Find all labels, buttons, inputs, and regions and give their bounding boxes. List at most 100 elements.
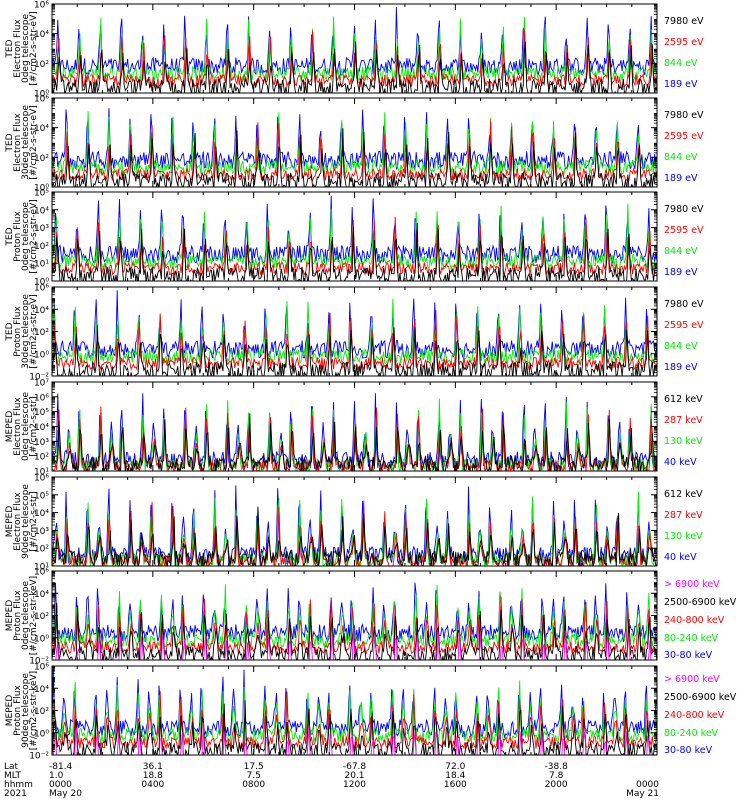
- y-axis-label-line: TED: [5, 322, 15, 341]
- y-axis-label-line: MEPED: [5, 506, 15, 538]
- legend-entry: 2595 eV: [664, 320, 704, 331]
- y-tick-label: 10⁵: [34, 491, 49, 501]
- trace-2595-ev: [52, 120, 657, 182]
- x-tick-label: 17.5: [244, 762, 264, 772]
- y-tick-label: 10⁻²: [29, 752, 49, 762]
- y-tick-label: 10⁰: [34, 729, 49, 739]
- trace-612-kev: [52, 506, 657, 566]
- y-axis-label-line: Electron Flux: [13, 19, 23, 78]
- y-axis-label-line: TED: [5, 227, 15, 246]
- legend-entry: 844 eV: [664, 341, 698, 352]
- y-tick-label: 10⁶: [34, 393, 49, 403]
- legend-entry: 40 keV: [664, 457, 697, 468]
- legend-entry: > 6900 keV: [664, 579, 720, 590]
- y-tick-label: 10³: [34, 527, 49, 537]
- y-tick-label: 10⁵: [34, 408, 49, 418]
- trace-189-ev: [52, 7, 657, 77]
- y-tick-label: 10²: [34, 545, 49, 555]
- y-tick-label: 10²: [34, 707, 49, 717]
- y-tick-label: 10⁶: [34, 663, 49, 673]
- y-tick-label: 10⁶: [34, 284, 49, 294]
- trace-287-kev: [52, 500, 657, 566]
- y-tick-label: 10⁰: [34, 350, 49, 360]
- x-tick-label: May 20: [49, 789, 82, 799]
- legend-entry: 130 keV: [664, 436, 703, 447]
- legend-entry: 240-800 keV: [664, 615, 725, 626]
- y-axis-label-line: 0deg telescope: [21, 581, 31, 651]
- panel-2-traces: [52, 108, 657, 187]
- y-tick-label: 10²: [34, 612, 49, 622]
- trace-844-ev: [52, 16, 657, 83]
- y-axis-label-line: 0deg telescope: [21, 392, 31, 462]
- y-axis-label-line: [#/cm2-s-str-eV]: [29, 294, 39, 369]
- y-tick-label: 10¹: [34, 468, 49, 478]
- y-axis-label-line: Proton Flux: [13, 211, 23, 262]
- legend-entry: 2595 eV: [664, 37, 704, 48]
- y-axis-label-line: [#/cm2-s-str-keV]: [29, 671, 39, 750]
- x-tick-label: 0000: [49, 780, 72, 790]
- panel-6-traces: [52, 485, 657, 566]
- x-tick-label: 1.0: [49, 771, 64, 781]
- x-tick-label: 0000: [636, 780, 659, 790]
- panel-3-traces: [52, 195, 657, 281]
- y-tick-label: 10⁴: [34, 306, 49, 316]
- x-tick-label: 0800: [242, 780, 265, 790]
- trace-189-ev: [52, 108, 657, 171]
- legend-entry: 130 keV: [664, 531, 703, 542]
- y-axis-label-line: MEPED: [5, 600, 15, 632]
- y-axis-label-line: 90deg telescope: [21, 484, 31, 559]
- legend-entry: 240-800 keV: [664, 710, 725, 721]
- y-axis-label-line: 0deg telescope: [21, 14, 31, 84]
- y-tick-label: 10⁴: [34, 509, 49, 519]
- y-tick-label: 10⁶: [34, 474, 49, 484]
- y-tick-label: 10⁰: [34, 634, 49, 644]
- y-axis-label-line: Proton Flux: [13, 306, 23, 357]
- x-tick-label: 1600: [444, 780, 467, 790]
- panel-4-traces: [52, 290, 657, 376]
- y-axis-label-line: Electron Flux: [13, 397, 23, 456]
- y-tick-label: 10⁶: [34, 95, 49, 105]
- legend-entry: 612 keV: [664, 394, 703, 405]
- x-tick-label: 2000: [545, 780, 568, 790]
- legend-entry: 80-240 keV: [664, 728, 719, 739]
- legend-entry: 7980 eV: [664, 110, 704, 121]
- trace-40-kev: [52, 393, 657, 471]
- x-tick-label: May 21: [626, 789, 659, 799]
- y-axis-label-line: 0deg telescope: [21, 202, 31, 272]
- y-tick-label: 10⁷: [34, 379, 49, 389]
- y-axis-label-line: Proton Flux: [13, 685, 23, 736]
- legend-entry: 844 eV: [664, 246, 698, 257]
- legend-entry: 40 keV: [664, 552, 697, 563]
- x-axis-row-label: MLT: [4, 771, 22, 781]
- y-tick-label: 10⁻²: [29, 657, 49, 667]
- x-tick-label: -81.4: [49, 762, 73, 772]
- trace-130-kev: [52, 491, 657, 566]
- trace-240-800-kev: [52, 691, 657, 751]
- y-tick-label: 10⁰: [34, 184, 49, 194]
- legend-entry: 189 eV: [664, 267, 698, 278]
- trace-612-kev: [52, 413, 657, 471]
- trace-80-240-kev: [52, 680, 657, 744]
- legend-entry: 30-80 keV: [664, 650, 713, 661]
- y-axis-label-line: Proton Flux: [13, 590, 23, 641]
- y-axis-label-line: [#/cm2-s-str-eV]: [29, 105, 39, 180]
- y-tick-label: 10⁴: [34, 423, 49, 433]
- x-tick-label: 18.8: [143, 771, 163, 781]
- x-tick-label: 20.1: [344, 771, 364, 781]
- legend-entry: 7980 eV: [664, 299, 704, 310]
- y-tick-label: 10²: [34, 453, 49, 463]
- legend-entry: 7980 eV: [664, 16, 704, 27]
- legend-entry: 844 eV: [664, 58, 698, 69]
- panel-5-traces: [52, 393, 657, 471]
